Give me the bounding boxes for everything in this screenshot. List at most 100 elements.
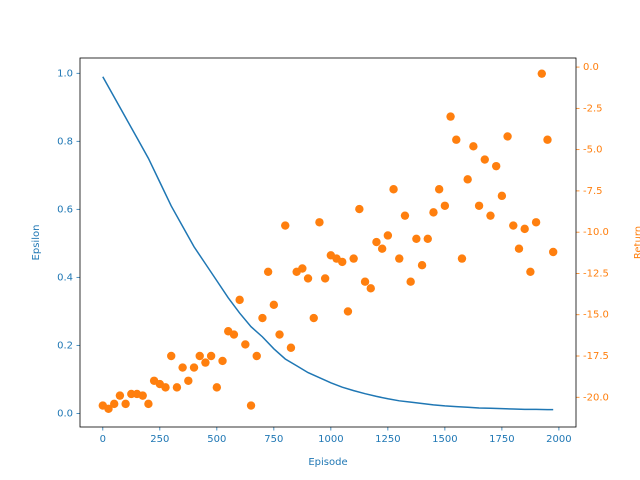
scatter-point: [383, 231, 393, 240]
scatter-point: [201, 358, 210, 367]
scatter-point: [309, 313, 318, 323]
scatter-point: [434, 185, 444, 194]
scatter-point: [161, 383, 170, 392]
x-tick-label: 750: [264, 434, 283, 445]
scatter-point: [212, 383, 222, 392]
scatter-point: [269, 300, 279, 310]
x-tick-label: 2000: [546, 434, 571, 445]
x-tick-label: 1750: [489, 434, 514, 445]
scatter-point: [349, 254, 358, 263]
scatter-point: [452, 135, 461, 144]
y2-tick-label: -20.0: [583, 392, 609, 403]
y2-axis-label: Return: [633, 226, 640, 259]
scatter-point: [138, 391, 147, 400]
line: [102, 76, 554, 411]
y2-tick-label: -15.0: [583, 310, 609, 321]
y-axis-label: Epsilon: [31, 225, 42, 261]
scatter-point: [457, 254, 467, 263]
scatter-point: [486, 211, 495, 220]
scatter-point: [491, 161, 501, 171]
y-tick-label: 0.4: [57, 272, 73, 283]
y-tick-label: 1.0: [57, 68, 73, 79]
x-tick-label: 1000: [318, 434, 343, 445]
scatter-point: [509, 221, 518, 230]
scatter-point: [469, 142, 478, 151]
scatter-point: [526, 267, 535, 277]
scatter-point: [303, 274, 313, 283]
scatter-point: [440, 201, 450, 210]
scatter-point: [389, 185, 398, 194]
scatter-point: [172, 383, 182, 392]
plot-frame: [79, 57, 577, 428]
scatter-point: [497, 191, 507, 201]
scatter-point: [167, 351, 176, 361]
y-tick-label: 0.0: [57, 408, 73, 419]
scatter-point: [531, 218, 541, 227]
scatter-point: [144, 399, 153, 409]
scatter-point: [298, 264, 307, 273]
scatter-point: [263, 267, 273, 277]
scatter-point: [195, 351, 204, 361]
scatter-point: [320, 274, 330, 283]
scatter-point: [121, 399, 130, 409]
scatter-point: [463, 175, 472, 184]
y-tick-label: 0.2: [57, 340, 73, 351]
x-axis-label: Episode: [308, 457, 347, 468]
scatter-point: [275, 330, 284, 339]
y2-tick-label: -10.0: [583, 227, 609, 238]
scatter-point: [229, 330, 239, 339]
scatter-point: [377, 244, 387, 253]
scatter-point: [429, 208, 438, 217]
scatter-point: [406, 277, 415, 286]
scatter-point: [503, 132, 512, 141]
x-tick-label: 1250: [375, 434, 400, 445]
y-tick-label: 0.6: [57, 204, 73, 215]
scatter-point: [474, 201, 484, 210]
scatter-point: [360, 277, 370, 286]
scatter-point: [315, 218, 324, 227]
scatter-point: [417, 261, 427, 270]
scatter-point: [252, 351, 261, 361]
scatter-point: [372, 237, 381, 247]
x-tick-label: 250: [150, 434, 169, 445]
scatter-point: [520, 224, 529, 234]
y2-tick-label: 0.0: [583, 62, 599, 73]
scatter-point: [241, 340, 250, 349]
y2-tick-label: -12.5: [583, 268, 609, 279]
scatter-point: [412, 234, 421, 243]
scatter-point: [338, 257, 347, 267]
x-tick-label: 500: [207, 434, 226, 445]
scatter-point: [537, 69, 546, 78]
y2-tick-label: -5.0: [583, 145, 603, 156]
scatter-point: [446, 112, 455, 121]
scatter-point: [104, 404, 113, 414]
scatter-point: [366, 284, 375, 293]
y2-tick-label: -2.5: [583, 103, 603, 114]
scatter-point: [110, 399, 119, 409]
scatter-point: [400, 211, 410, 220]
scatter-point: [258, 313, 267, 323]
scatter-point: [548, 247, 558, 257]
y-tick-label: 0.8: [57, 136, 73, 147]
scatter-point: [281, 221, 290, 230]
y2-tick-label: -17.5: [583, 351, 609, 362]
scatter-point: [355, 204, 364, 214]
scatter-point: [218, 356, 227, 366]
scatter-point: [246, 401, 256, 410]
scatter-point: [543, 135, 552, 144]
x-tick-label: 0: [100, 434, 106, 445]
scatter-point: [178, 363, 187, 372]
scatter-point: [480, 155, 489, 164]
scatter-point: [343, 307, 353, 316]
y2-tick-label: -7.5: [583, 186, 603, 197]
scatter-point: [189, 363, 199, 372]
scatter-point: [514, 244, 524, 253]
scatter-point: [235, 295, 244, 305]
scatter-point: [286, 343, 296, 352]
x-tick-label: 1500: [432, 434, 457, 445]
scatter-point: [395, 254, 404, 263]
scatter-point: [206, 351, 216, 361]
scatter-point: [184, 376, 193, 385]
